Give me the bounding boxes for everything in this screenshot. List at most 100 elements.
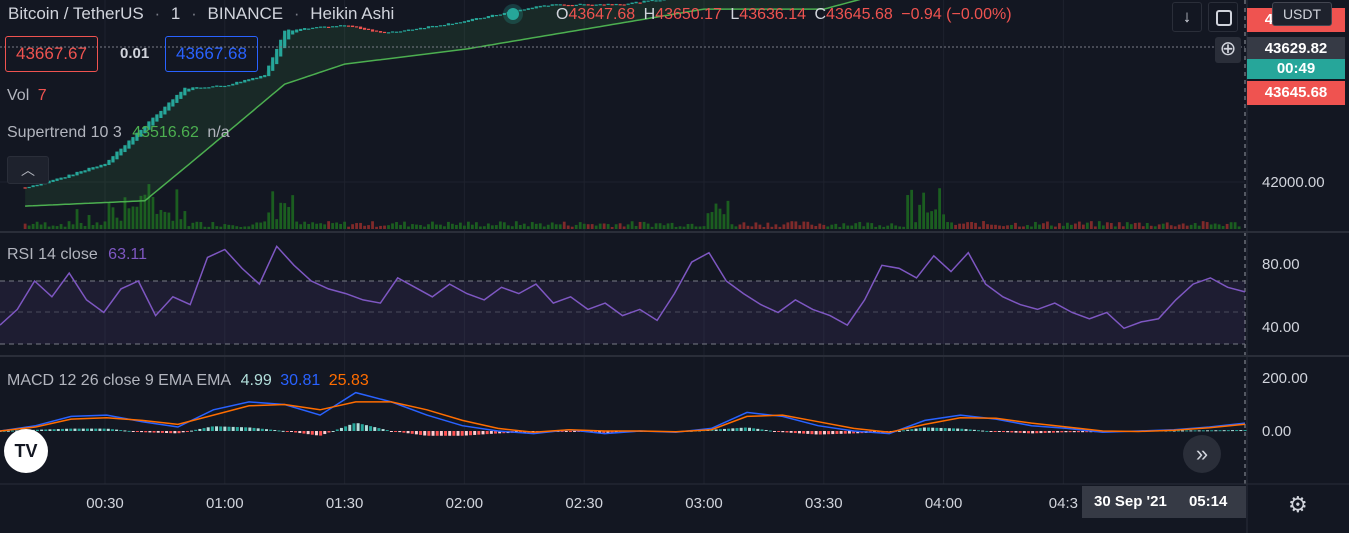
histogram-bar (223, 426, 227, 431)
histogram-bar (331, 430, 335, 432)
candle (558, 4, 562, 6)
volume-bar (554, 224, 558, 229)
maximize-button[interactable] (1208, 2, 1238, 32)
volume-bar (203, 226, 207, 229)
chart-style-label[interactable]: Heikin Ashi (310, 4, 395, 23)
histogram-bar (827, 431, 831, 435)
supertrend-line (25, 0, 861, 207)
histogram-bar (140, 431, 144, 433)
histogram-bar (914, 428, 918, 431)
candle (39, 182, 43, 186)
volume-bar (854, 223, 858, 229)
histogram-bar (598, 431, 602, 434)
volume-bar (103, 221, 107, 229)
supertrend-value: 43516.62 (132, 124, 199, 141)
volume-bar (502, 222, 506, 229)
volume-legend[interactable]: Vol 7 (7, 87, 47, 105)
histogram-bar (156, 431, 160, 433)
histogram-bar (1239, 430, 1243, 432)
volume-bar (806, 221, 810, 229)
histogram-bar (839, 431, 843, 434)
histogram-bar (335, 429, 339, 431)
histogram-bar (935, 427, 939, 431)
volume-bar (694, 226, 698, 229)
histogram-bar (831, 431, 835, 435)
rsi-legend[interactable]: RSI 14 close 63.11 (7, 246, 147, 264)
high-value: 43650.17 (655, 6, 722, 23)
symbol-name[interactable]: Bitcoin / TetherUS (8, 4, 144, 23)
signal-value: 25.83 (328, 372, 369, 389)
tradingview-logo-icon[interactable]: TV (4, 429, 48, 473)
volume-bar (455, 224, 458, 229)
volume-bar (1105, 222, 1109, 229)
histogram-bar (202, 428, 206, 431)
currency-selector[interactable]: USDT (1272, 2, 1332, 26)
buy-button[interactable]: 43667.68 (165, 36, 258, 72)
volume-bar (846, 225, 850, 229)
volume-bar (1026, 225, 1029, 229)
add-alert-button[interactable]: ⊕ (1215, 37, 1241, 63)
volume-bar (295, 221, 299, 229)
candle (79, 171, 83, 174)
histogram-bar (1076, 431, 1080, 433)
histogram-bar (6, 430, 10, 432)
volume-bar (742, 222, 746, 229)
candle (275, 48, 279, 65)
candle (175, 94, 179, 103)
histogram-bar (427, 431, 431, 436)
volume-bar (1217, 224, 1221, 229)
volume-bar (1058, 223, 1061, 229)
symbol-title[interactable]: Bitcoin / TetherUS · 1 · BINANCE · Heiki… (8, 4, 395, 23)
download-button[interactable]: ↓ (1172, 2, 1202, 32)
market-status-icon[interactable] (507, 8, 519, 20)
histogram-bar (235, 427, 239, 431)
candle (410, 29, 415, 31)
histogram-bar (190, 430, 194, 432)
candle (163, 106, 167, 115)
histogram-bar (1197, 430, 1201, 432)
histogram-bar (1072, 431, 1076, 433)
volume-label: Vol (7, 87, 30, 104)
histogram-bar (1181, 430, 1185, 432)
volume-bar (586, 224, 590, 229)
candle (155, 114, 159, 122)
macd-label: MACD 12 26 close 9 EMA EMA (7, 372, 231, 389)
macd-legend[interactable]: MACD 12 26 close 9 EMA EMA 4.99 30.81 25… (7, 372, 369, 390)
candle (638, 2, 642, 4)
volume-bar (247, 226, 251, 229)
candle (502, 12, 506, 15)
volume-bar (1121, 226, 1125, 229)
volume-bar (347, 226, 350, 229)
time-tick: 04:00 (924, 495, 963, 512)
volume-bar (71, 224, 75, 229)
sell-button[interactable]: 43667.67 (5, 36, 98, 72)
candle (31, 185, 35, 188)
volume-bar (942, 214, 945, 229)
collapse-legend-button[interactable]: ︿ (7, 156, 49, 184)
supertrend-legend[interactable]: Supertrend 10 3 43516.62 n/a (7, 124, 230, 142)
interval-label[interactable]: 1 (170, 4, 181, 23)
volume-bar (878, 225, 882, 229)
volume-bar (990, 224, 993, 229)
crosshair-time: 05:14 (1188, 493, 1228, 510)
volume-bar (982, 221, 985, 229)
candle (582, 4, 586, 6)
volume-bar (930, 211, 934, 229)
candle (426, 26, 431, 29)
volume-bar (143, 194, 147, 229)
histogram-bar (964, 429, 968, 431)
volume-bar (255, 222, 259, 229)
candle (23, 187, 27, 189)
supertrend-fill-area (25, 0, 858, 207)
settings-gear-icon[interactable]: ⚙ (1288, 492, 1308, 517)
histogram-bar (115, 429, 119, 431)
volume-bar (363, 225, 366, 229)
scroll-to-realtime-button[interactable]: » (1183, 435, 1221, 473)
candle (343, 25, 347, 27)
volume-bar (710, 212, 714, 229)
candle (259, 75, 263, 79)
volume-bar (95, 222, 99, 229)
candle (382, 31, 387, 34)
volume-bar (1169, 225, 1173, 229)
